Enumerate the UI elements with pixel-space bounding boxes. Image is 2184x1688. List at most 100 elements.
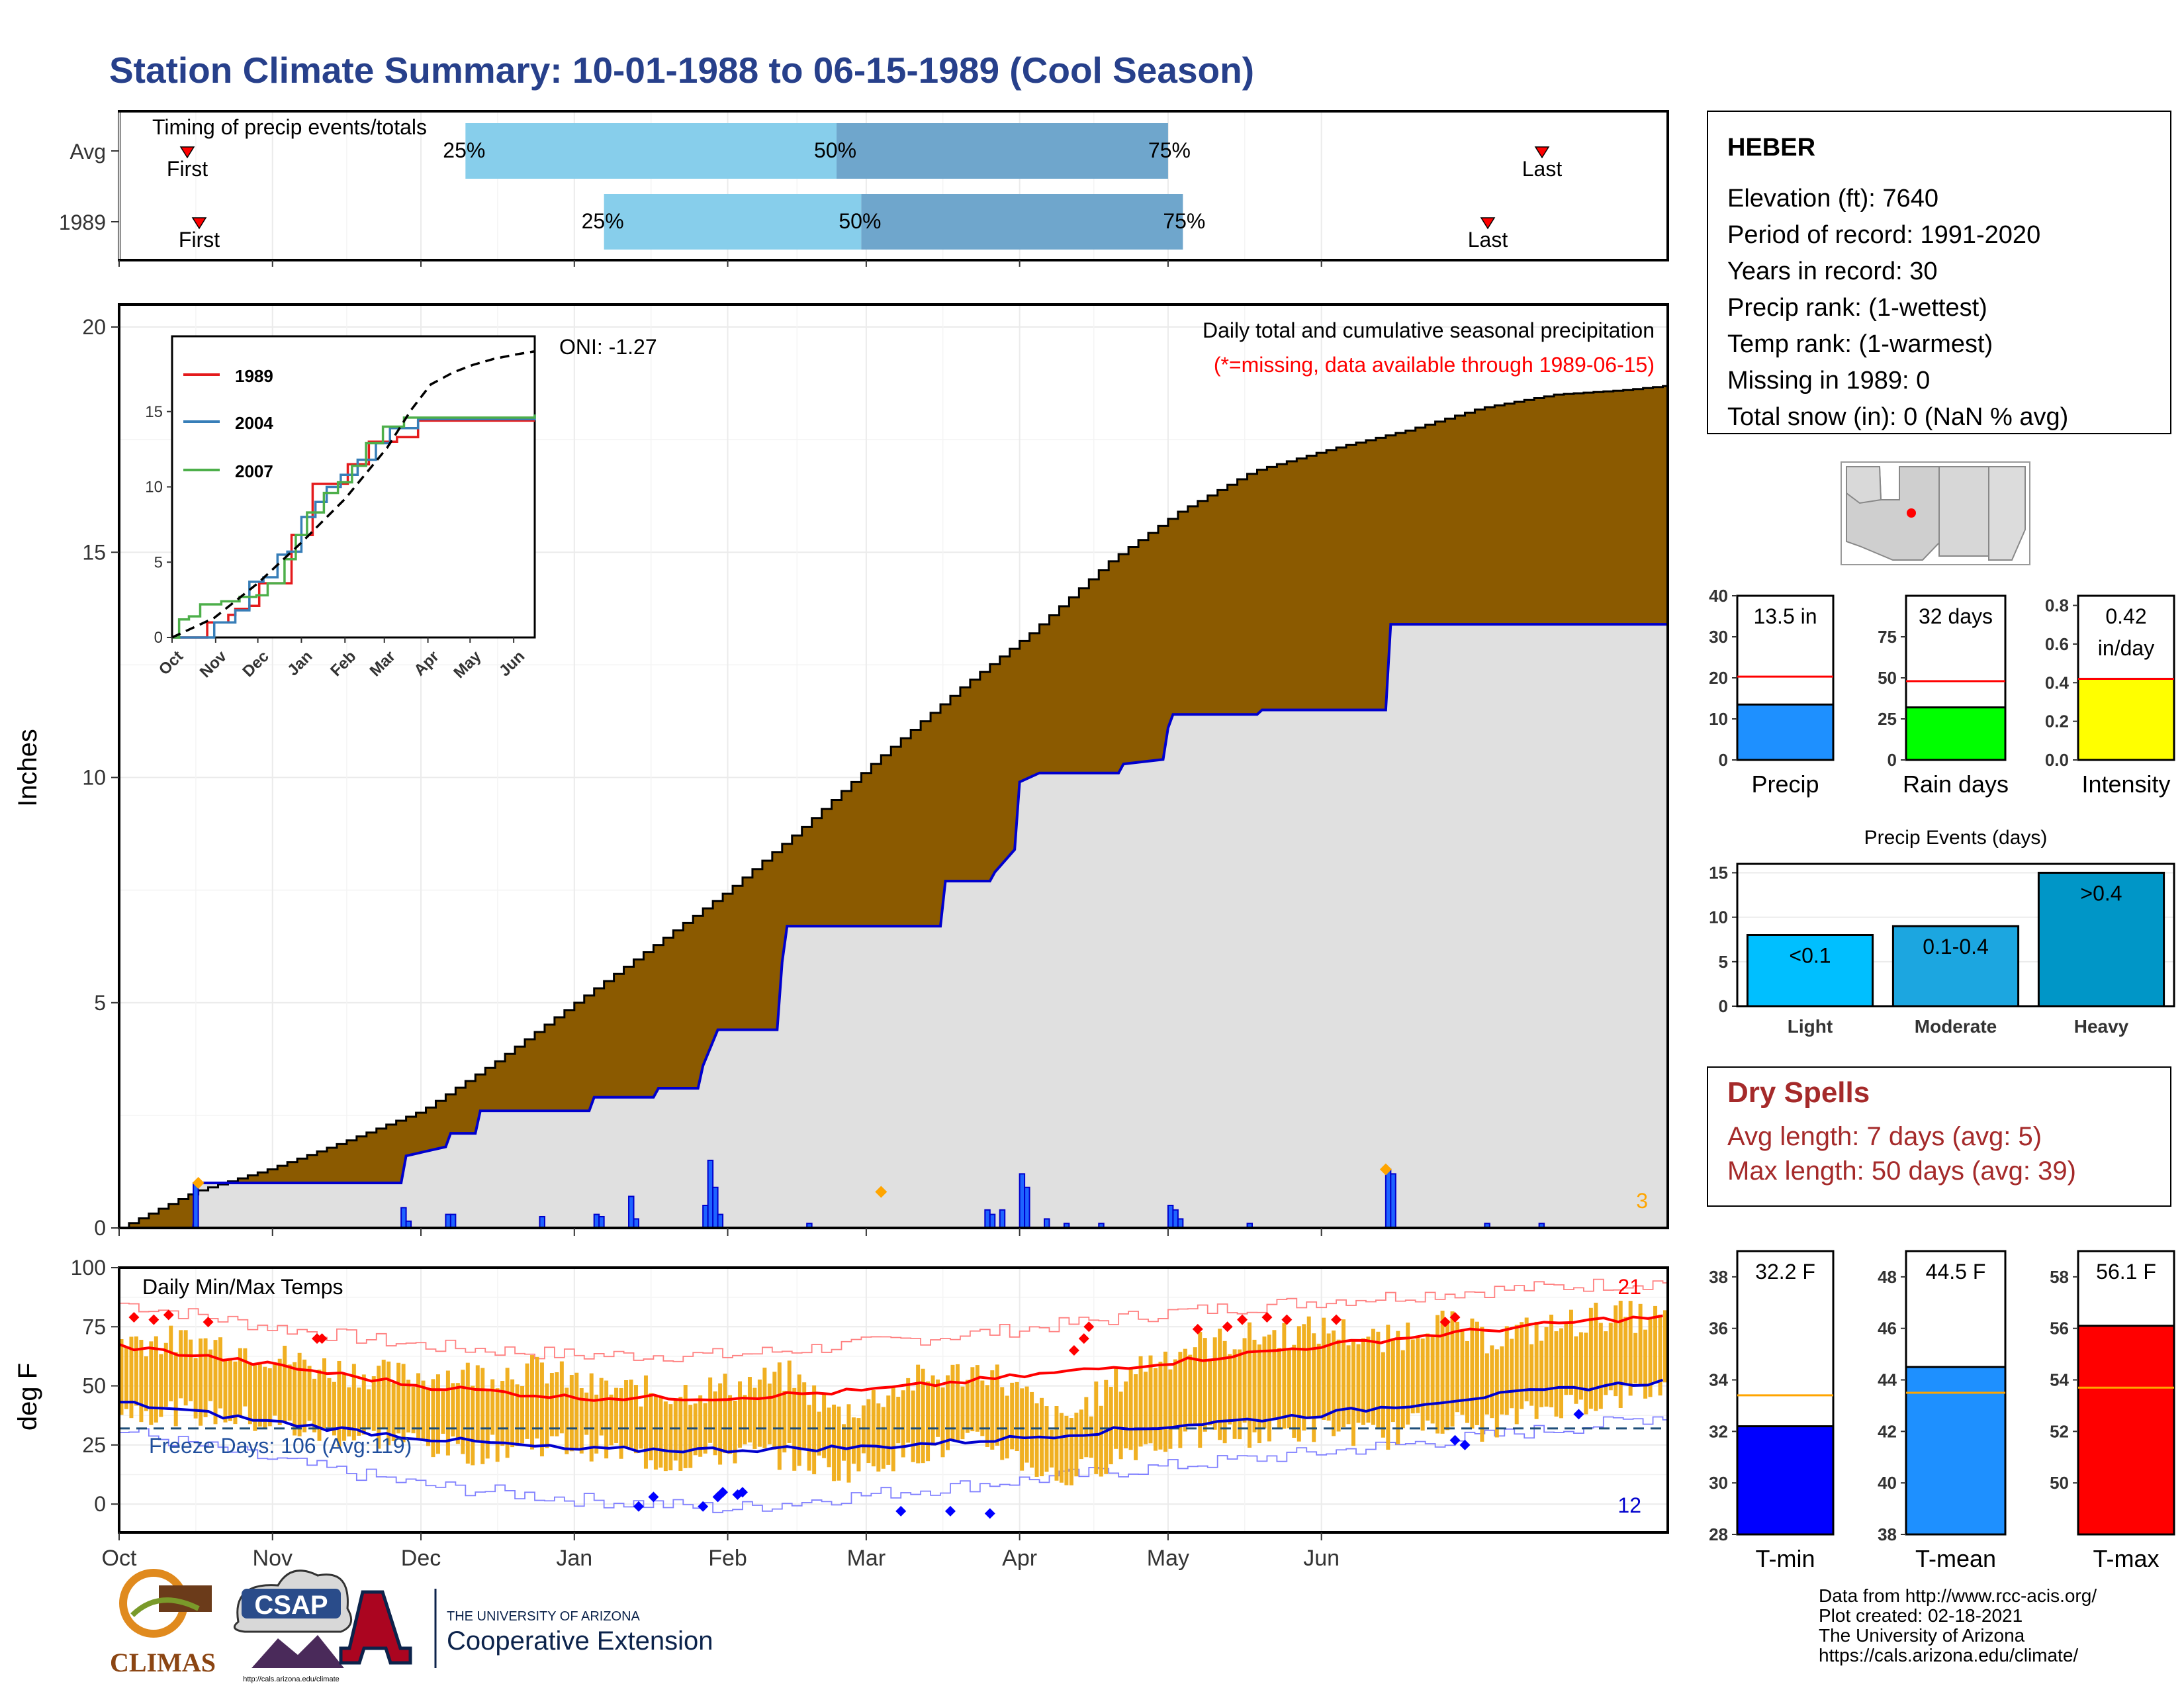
daily-temp-range-bar [659, 1397, 663, 1468]
daily-temp-range-bar [351, 1364, 356, 1441]
daily-temp-range-bar [708, 1377, 713, 1443]
daily-temp-range-bar [1416, 1335, 1420, 1413]
precip-chart-subtitle: (*=missing, data available through 1989-… [1214, 353, 1655, 377]
daily-temp-range-bar [1484, 1353, 1489, 1415]
daily-temp-range-bar [911, 1390, 915, 1462]
daily-temp-range-bar [441, 1391, 445, 1434]
inset-legend-2007: 2007 [235, 461, 273, 481]
daily-temp-range-bar [772, 1372, 777, 1450]
daily-temp-range-bar [1218, 1329, 1222, 1440]
timing-bar-q50-q75 [861, 194, 1183, 250]
daily-temp-range-bar [1138, 1356, 1143, 1447]
daily-temp-range-bar [1292, 1344, 1297, 1438]
inset-legend-1989: 1989 [235, 366, 273, 386]
daily-temp-range-bar [683, 1385, 688, 1468]
daily-precip-bar [1385, 1168, 1392, 1229]
daily-temp-range-bar [124, 1347, 128, 1409]
daily-temp-range-bar [287, 1364, 292, 1421]
temp-bar-t-max-y-tick-label: 52 [2050, 1421, 2069, 1441]
daily-temp-range-bar [1302, 1324, 1306, 1431]
events-title: Precip Events (days) [1864, 827, 2048, 849]
daily-temp-range-bar [1490, 1345, 1494, 1419]
daily-temp-range-bar [1148, 1355, 1153, 1444]
daily-precip-bar [702, 1204, 709, 1229]
daily-temp-range-bar [1228, 1354, 1232, 1425]
footer-line-university: The University of Arizona [1819, 1625, 2025, 1646]
temp-ylabel: deg F [13, 1363, 42, 1430]
stat-bar-intensity-category-label: Intensity [2081, 771, 2170, 798]
daily-temp-range-bar [277, 1358, 282, 1425]
daily-temp-range-bar [475, 1365, 480, 1440]
daily-temp-range-bar [1426, 1333, 1430, 1421]
daily-temp-range-bar [396, 1362, 401, 1434]
daily-temp-range-bar [1346, 1345, 1351, 1425]
daily-temp-range-bar [1361, 1338, 1365, 1425]
daily-temp-range-bar [1010, 1382, 1015, 1450]
stat-bar-intensity-value-label-2: in/day [2098, 636, 2154, 660]
temp-bar-t-max-category-label: T-max [2093, 1545, 2159, 1572]
daily-temp-range-bar [1514, 1325, 1519, 1425]
daily-temp-range-bar [1000, 1387, 1005, 1460]
daily-temp-range-bar [604, 1380, 609, 1459]
oni-label: ONI: -1.27 [559, 335, 657, 359]
daily-temp-range-bar [535, 1356, 539, 1439]
daily-temp-range-bar [1594, 1302, 1598, 1411]
record-cold-day-marker [944, 1505, 956, 1517]
daily-precip-bar [449, 1213, 457, 1229]
avg-cumulative-line [119, 385, 1668, 1229]
temp-axis: 0 25 50 75 100 Oct Nov Dec Jan Feb Mar Apr May Jun [71, 1256, 1340, 1571]
daily-temp-range-bar [1342, 1319, 1346, 1428]
daily-temp-range-bar [257, 1364, 262, 1427]
temp-bar-t-max-y-tick-label: 50 [2050, 1473, 2069, 1493]
daily-temp-range-bar [891, 1387, 895, 1472]
dry-spells-title: Dry Spells [1727, 1076, 1870, 1109]
daily-temp-range-bar [307, 1366, 312, 1421]
record-hot-day-marker [203, 1317, 214, 1328]
daily-temp-range-bar [1020, 1388, 1024, 1471]
daily-temp-range-bar [1510, 1338, 1514, 1409]
temp-x-tick-label: Jun [1303, 1546, 1340, 1571]
daily-temp-range-bar [881, 1407, 886, 1469]
daily-temp-range-bar [901, 1390, 905, 1458]
daily-temp-range-bar [1648, 1317, 1653, 1397]
events-category-label: Light [1788, 1016, 1833, 1037]
events-bar-label: <0.1 [1789, 944, 1831, 968]
record-hot-day-marker [1083, 1321, 1095, 1333]
daily-temp-range-bar [387, 1361, 391, 1446]
daily-temp-range-bar [1410, 1339, 1415, 1414]
daily-temp-range-bar [1005, 1395, 1009, 1459]
daily-temp-range-bar [421, 1380, 426, 1440]
temp-x-tick-label: Nov [253, 1546, 293, 1571]
daily-temp-range-bar [391, 1383, 396, 1442]
temp-bar-t-min-value-label: 32.2 F [1755, 1260, 1815, 1284]
daily-temp-range-bar [485, 1388, 490, 1459]
daily-temp-range-bar [579, 1388, 584, 1454]
temp-bar-t-min-y-tick-label: 38 [1709, 1267, 1728, 1287]
daily-precip-bar [707, 1159, 714, 1229]
stat-bar-rain-days-value-label: 32 days [1919, 604, 1993, 628]
record-hot-day-marker [163, 1309, 174, 1321]
daily-temp-range-bar [1658, 1314, 1662, 1396]
temp-x-tick-label: Feb [708, 1546, 747, 1571]
daily-temp-range-bar [545, 1383, 549, 1448]
inset-y-tick-label: 5 [154, 553, 163, 571]
daily-temp-range-bar [455, 1383, 460, 1444]
cold-days-count: 12 [1617, 1493, 1641, 1517]
daily-temp-range-bar [1356, 1344, 1361, 1423]
daily-temp-range-bar [218, 1337, 222, 1409]
daily-temp-range-bar [1099, 1405, 1103, 1477]
events-bar-label: 0.1-0.4 [1923, 935, 1989, 959]
daily-temp-range-bar [990, 1370, 995, 1450]
daily-temp-range-bar [371, 1376, 376, 1431]
events-y-tick-label: 10 [1709, 908, 1728, 927]
daily-temp-range-bar [985, 1385, 989, 1447]
daily-temp-range-bar [189, 1339, 193, 1401]
daily-temp-range-bar [797, 1374, 801, 1466]
temp-bar-t-min-y-tick-label: 32 [1709, 1421, 1728, 1441]
daily-temp-range-bar [1430, 1335, 1435, 1424]
daily-temp-range-bar [926, 1381, 931, 1462]
daily-temp-range-bar [1322, 1317, 1326, 1420]
daily-temp-range-bar [668, 1404, 673, 1471]
daily-temp-range-bar [1520, 1322, 1524, 1409]
